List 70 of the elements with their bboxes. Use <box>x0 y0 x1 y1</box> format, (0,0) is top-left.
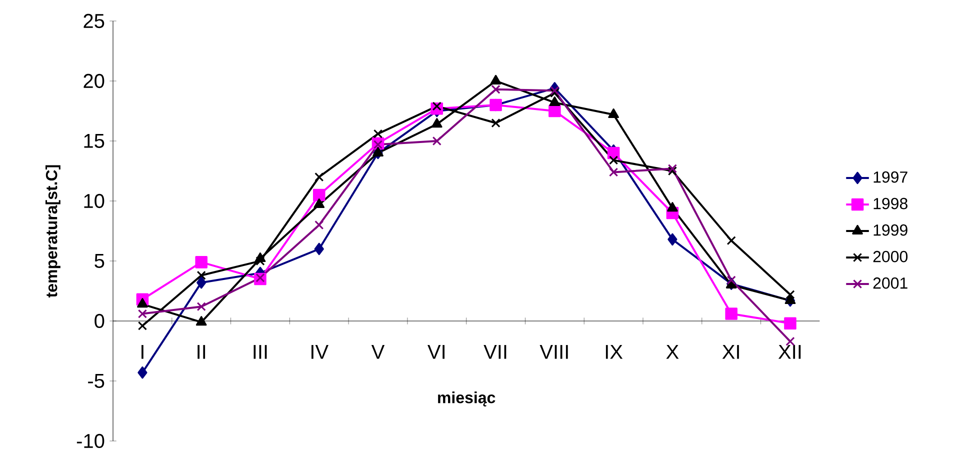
point <box>432 102 442 111</box>
point <box>548 104 561 118</box>
point <box>138 366 148 379</box>
point <box>726 236 736 246</box>
point <box>608 156 618 165</box>
point <box>373 140 383 150</box>
x-tick-label: IX <box>606 345 623 359</box>
y-tick-label: 25 <box>84 14 104 28</box>
point <box>608 168 618 177</box>
point <box>196 276 206 289</box>
x-axis-title: miesiąc <box>438 392 496 406</box>
legend-label: 1997 <box>874 171 908 183</box>
point <box>314 172 324 182</box>
point <box>608 108 619 118</box>
point <box>786 290 795 300</box>
point <box>138 321 148 330</box>
point <box>668 166 678 176</box>
y-tick-label: -5 <box>88 374 104 388</box>
point <box>491 118 500 128</box>
legend-label: 1998 <box>874 198 908 210</box>
point <box>196 270 206 280</box>
x-tick-label: IV <box>312 345 328 359</box>
point <box>256 256 265 266</box>
legend-label: 1999 <box>874 224 908 236</box>
point <box>550 88 560 98</box>
y-tick-label: 5 <box>94 254 104 268</box>
point <box>138 309 148 318</box>
point <box>668 164 678 174</box>
y-tick-label: -10 <box>76 434 104 448</box>
point <box>314 220 324 230</box>
y-tick-label: 20 <box>84 74 104 88</box>
y-tick-label: 10 <box>84 194 104 208</box>
point <box>549 96 560 106</box>
x-tick-label: VI <box>428 345 444 359</box>
x-tick-label: XII <box>778 345 801 359</box>
point <box>550 86 560 96</box>
point <box>491 84 500 94</box>
point <box>431 118 442 128</box>
point <box>607 146 620 160</box>
point <box>312 188 326 202</box>
point <box>490 74 502 84</box>
point <box>314 242 324 256</box>
point <box>667 202 678 212</box>
x-tick-label: XI <box>722 345 739 359</box>
point <box>372 146 384 156</box>
point <box>725 308 738 320</box>
x-tick-label: II <box>198 345 206 359</box>
y-tick-label: 15 <box>84 134 104 148</box>
point <box>195 256 208 268</box>
x-tick-label: VIII <box>540 345 568 359</box>
point <box>668 233 678 246</box>
y-axis-title: temperatura[st.C] <box>45 165 60 298</box>
legend-label: 2001 <box>873 277 908 289</box>
point <box>726 276 736 285</box>
x-tick-label: VII <box>484 345 506 359</box>
point <box>373 129 383 138</box>
point <box>432 136 442 146</box>
x-tick-label: III <box>254 345 267 359</box>
point <box>137 298 148 308</box>
point <box>784 317 796 330</box>
x-tick-label: V <box>371 345 385 359</box>
legend-label: 2000 <box>873 250 908 262</box>
point <box>196 316 207 326</box>
x-tick-label: I <box>142 345 144 359</box>
y-tick-label: 0 <box>94 314 104 328</box>
x-tick-label: X <box>666 345 679 359</box>
point <box>256 273 265 282</box>
point <box>196 302 206 312</box>
point <box>784 294 796 304</box>
point <box>314 198 325 208</box>
